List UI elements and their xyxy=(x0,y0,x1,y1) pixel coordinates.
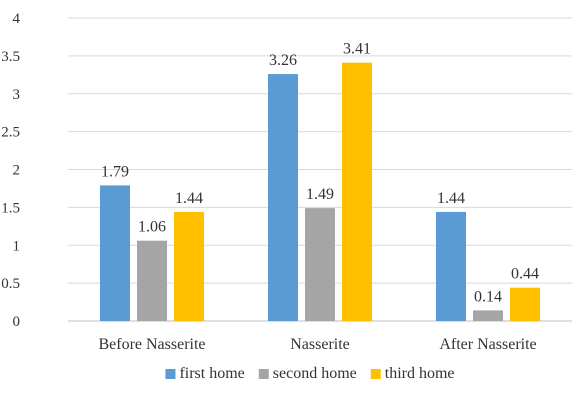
y-tick-label: 0 xyxy=(13,314,21,330)
data-labels: 1.79 1.06 1.44 3.26 1.49 3.41 1.44 0.14 0.44 xyxy=(101,41,539,306)
bar-first-home-2 xyxy=(436,211,466,321)
data-label: 0.44 xyxy=(511,266,539,283)
legend-item-first-home: first home xyxy=(165,365,245,382)
bar-third-home-2 xyxy=(510,287,540,321)
data-label: 1.44 xyxy=(175,190,203,207)
y-tick-label: 2.5 xyxy=(1,125,20,141)
legend-label: first home xyxy=(179,365,244,382)
category-label: Nasserite xyxy=(290,336,350,353)
legend-swatch xyxy=(258,369,269,379)
bar-first-home-1 xyxy=(268,74,298,322)
y-tick-label: 0.5 xyxy=(1,276,20,292)
data-label: 0.14 xyxy=(474,288,502,305)
legend-label: second home xyxy=(273,365,357,382)
category-label: Before Nasserite xyxy=(98,336,205,353)
y-tick-label: 2 xyxy=(13,163,21,179)
legend-swatch xyxy=(165,369,176,379)
y-axis-ticks: 0 0.5 1 1.5 2 2.5 3 3.5 4 xyxy=(1,11,20,330)
bar-second-home-1 xyxy=(305,208,335,321)
legend-item-third-home: third home xyxy=(370,365,455,382)
bar-second-home-0 xyxy=(137,240,167,321)
y-tick-label: 3 xyxy=(13,87,21,103)
data-label: 1.44 xyxy=(437,190,465,207)
y-tick-label: 1 xyxy=(13,238,21,254)
legend-label: third home xyxy=(385,365,455,382)
data-label: 3.26 xyxy=(269,52,297,69)
bar-third-home-1 xyxy=(342,62,372,321)
data-label: 1.49 xyxy=(306,186,334,203)
legend-item-second-home: second home xyxy=(258,365,357,382)
legend-swatch xyxy=(370,369,381,379)
category-label: After Nasserite xyxy=(439,336,536,353)
bar-first-home-0 xyxy=(100,185,130,321)
bar-third-home-0 xyxy=(174,211,204,321)
y-tick-label: 1.5 xyxy=(1,200,20,216)
data-label: 3.41 xyxy=(343,41,371,58)
data-label: 1.79 xyxy=(101,163,129,180)
legend: first home second home third home xyxy=(165,365,455,382)
x-axis-categories: Before Nasserite Nasserite After Nasserite xyxy=(98,336,536,353)
bars xyxy=(100,62,540,322)
y-tick-label: 4 xyxy=(13,11,21,27)
data-label: 1.06 xyxy=(138,219,166,236)
bar-second-home-2 xyxy=(473,310,503,321)
y-tick-label: 3.5 xyxy=(1,49,20,65)
